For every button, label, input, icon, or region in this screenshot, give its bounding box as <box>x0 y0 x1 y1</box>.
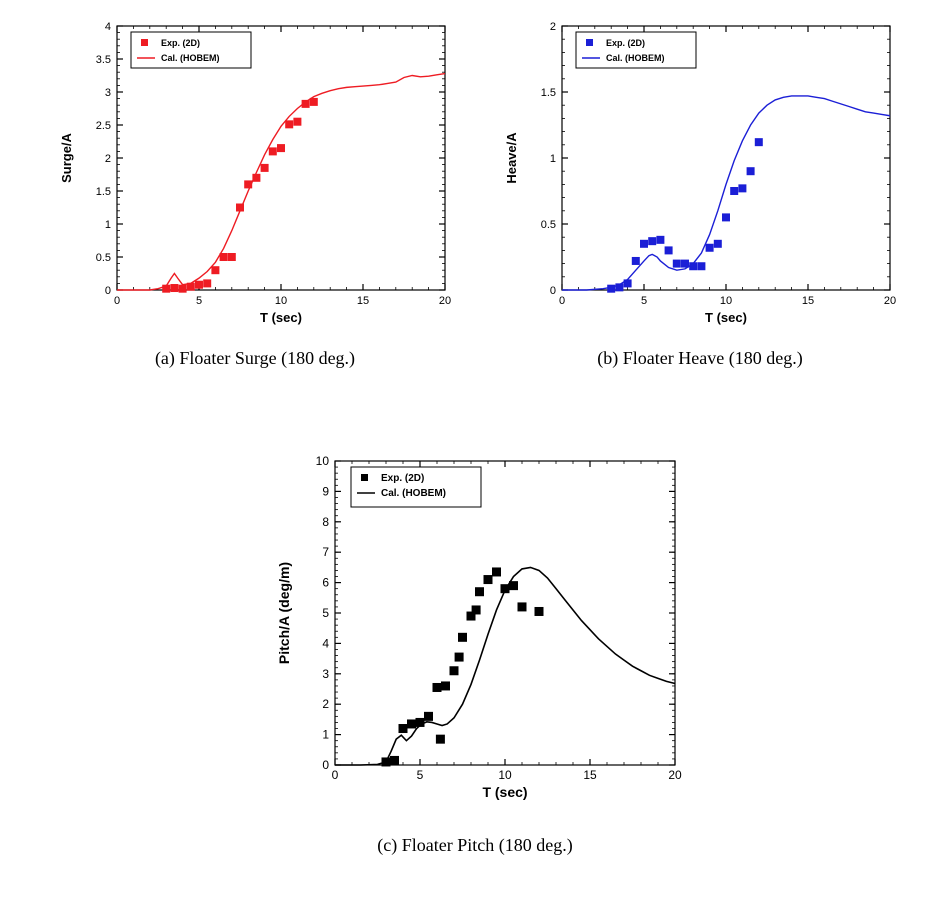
svg-text:5: 5 <box>322 606 329 620</box>
svg-text:2: 2 <box>322 697 329 711</box>
svg-text:Exp. (2D): Exp. (2D) <box>381 473 424 484</box>
svg-text:3: 3 <box>322 667 329 681</box>
chart-heave-svg: 0 5 10 15 20 0 0.5 1 1.5 2 T (sec) Heave/A Exp. (2D)… <box>490 10 910 340</box>
svg-text:2: 2 <box>105 153 111 165</box>
caption-surge: (a) Floater Surge (180 deg.) <box>45 348 465 369</box>
svg-text:0: 0 <box>322 758 329 772</box>
svg-text:1.5: 1.5 <box>541 87 556 99</box>
svg-text:T (sec): T (sec) <box>705 310 747 325</box>
svg-text:Cal. (HOBEM): Cal. (HOBEM) <box>606 53 665 63</box>
chart-heave: 0 5 10 15 20 0 0.5 1 1.5 2 T (sec) Heave/A Exp. (2D)… <box>490 10 910 390</box>
svg-text:20: 20 <box>439 295 451 307</box>
svg-text:0: 0 <box>114 295 120 307</box>
svg-text:10: 10 <box>316 454 330 468</box>
svg-text:10: 10 <box>720 295 732 307</box>
svg-text:2: 2 <box>550 21 556 33</box>
svg-text:1.5: 1.5 <box>96 186 111 198</box>
svg-text:9: 9 <box>322 484 329 498</box>
svg-text:Exp. (2D): Exp. (2D) <box>161 38 200 48</box>
svg-text:15: 15 <box>357 295 369 307</box>
svg-text:T (sec): T (sec) <box>482 784 527 800</box>
svg-text:5: 5 <box>196 295 202 307</box>
svg-text:15: 15 <box>583 768 597 782</box>
svg-text:Pitch/A (deg/m): Pitch/A (deg/m) <box>276 562 292 664</box>
svg-text:7: 7 <box>322 545 329 559</box>
svg-text:8: 8 <box>322 515 329 529</box>
svg-text:0: 0 <box>105 285 111 297</box>
svg-text:1: 1 <box>550 153 556 165</box>
svg-text:3.5: 3.5 <box>96 54 111 66</box>
svg-text:1: 1 <box>105 219 111 231</box>
chart-pitch-svg: 0 5 10 15 20 0 1 2 3 4 5 6 7 8 9 10 T (sec) Pitch/A (deg/… <box>255 445 695 825</box>
chart-surge-svg: 0 5 10 15 20 0 0.5 1 1.5 2 2.5 3 3.5 4 T (sec) Surge/A E… <box>45 10 465 340</box>
svg-text:Exp. (2D): Exp. (2D) <box>606 38 645 48</box>
svg-text:5: 5 <box>417 768 424 782</box>
chart-surge: 0 5 10 15 20 0 0.5 1 1.5 2 2.5 3 3.5 4 T (sec) Surge/A E… <box>45 10 465 390</box>
svg-text:4: 4 <box>322 636 329 650</box>
svg-text:20: 20 <box>668 768 682 782</box>
svg-text:Heave/A: Heave/A <box>504 132 519 184</box>
svg-text:20: 20 <box>884 295 896 307</box>
svg-text:2.5: 2.5 <box>96 120 111 132</box>
svg-text:0.5: 0.5 <box>541 219 556 231</box>
svg-text:6: 6 <box>322 576 329 590</box>
svg-text:5: 5 <box>641 295 647 307</box>
svg-text:10: 10 <box>275 295 287 307</box>
chart-pitch: 0 5 10 15 20 0 1 2 3 4 5 6 7 8 9 10 T (sec) Pitch/A (deg/… <box>255 445 695 875</box>
svg-text:0.5: 0.5 <box>96 252 111 264</box>
svg-text:4: 4 <box>105 21 111 33</box>
svg-text:0: 0 <box>332 768 339 782</box>
caption-pitch: (c) Floater Pitch (180 deg.) <box>255 835 695 856</box>
svg-text:15: 15 <box>802 295 814 307</box>
svg-text:3: 3 <box>105 87 111 99</box>
svg-text:10: 10 <box>498 768 512 782</box>
caption-heave: (b) Floater Heave (180 deg.) <box>490 348 910 369</box>
svg-text:Surge/A: Surge/A <box>59 132 74 182</box>
svg-text:T (sec): T (sec) <box>260 310 302 325</box>
svg-text:Cal. (HOBEM): Cal. (HOBEM) <box>161 53 220 63</box>
svg-text:Cal. (HOBEM): Cal. (HOBEM) <box>381 488 446 499</box>
svg-text:0: 0 <box>559 295 565 307</box>
svg-text:0: 0 <box>550 285 556 297</box>
svg-text:1: 1 <box>322 728 329 742</box>
